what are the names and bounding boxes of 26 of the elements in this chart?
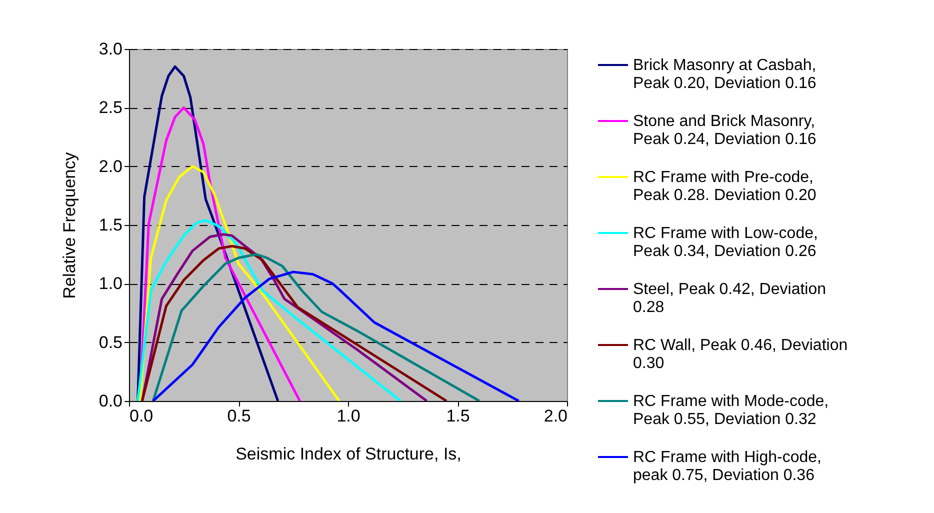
x-tick-label: 0.5 [227,406,251,426]
legend-label: RC Frame with Low-code, Peak 0.34, Deviation 0.26 [633,225,818,260]
x-tick-label: 2.0 [544,406,568,426]
y-tick-label: 3.0 [98,40,122,58]
y-tick-label: 0.0 [98,392,122,410]
legend-label: Stone and Brick Masonry, Peak 0.24, Deviation 0.16 [633,113,816,148]
legend-label: RC Frame with Mode-code, Peak 0.55, Deviation 0.32 [633,393,829,428]
legend-label: Brick Masonry at Casbah, Peak 0.20, Deviation 0.16 [633,57,816,92]
line-series [136,219,402,401]
legend-label: Steel, Peak 0.42, Deviation 0.28 [633,281,826,316]
line-series [152,253,481,401]
y-tick-label: 1.5 [98,216,122,234]
legend-label: RC Wall, Peak 0.46, Deviation 0.30 [633,337,848,372]
y-tick-label: 0.5 [98,332,122,352]
x-tick-label: 1.5 [446,406,470,426]
y-tick-label: 1.0 [98,274,122,294]
x-axis-title: Seismic Index of Structure, Is, [236,444,462,464]
legend-label: RC Frame with Pre-code, Peak 0.28. Deviation 0.20 [633,169,816,204]
x-tick-label: 0.0 [130,406,154,426]
line-series [136,65,280,401]
legend-label: RC Frame with High-code, peak 0.75, Deviation 0.36 [633,449,822,484]
x-tick-label: 1.0 [336,406,360,426]
y-axis-title: Relative Frequency [60,152,79,299]
y-tick-label: 2.5 [98,98,122,118]
line-series [152,270,520,401]
y-tick-label: 2.0 [98,156,122,176]
